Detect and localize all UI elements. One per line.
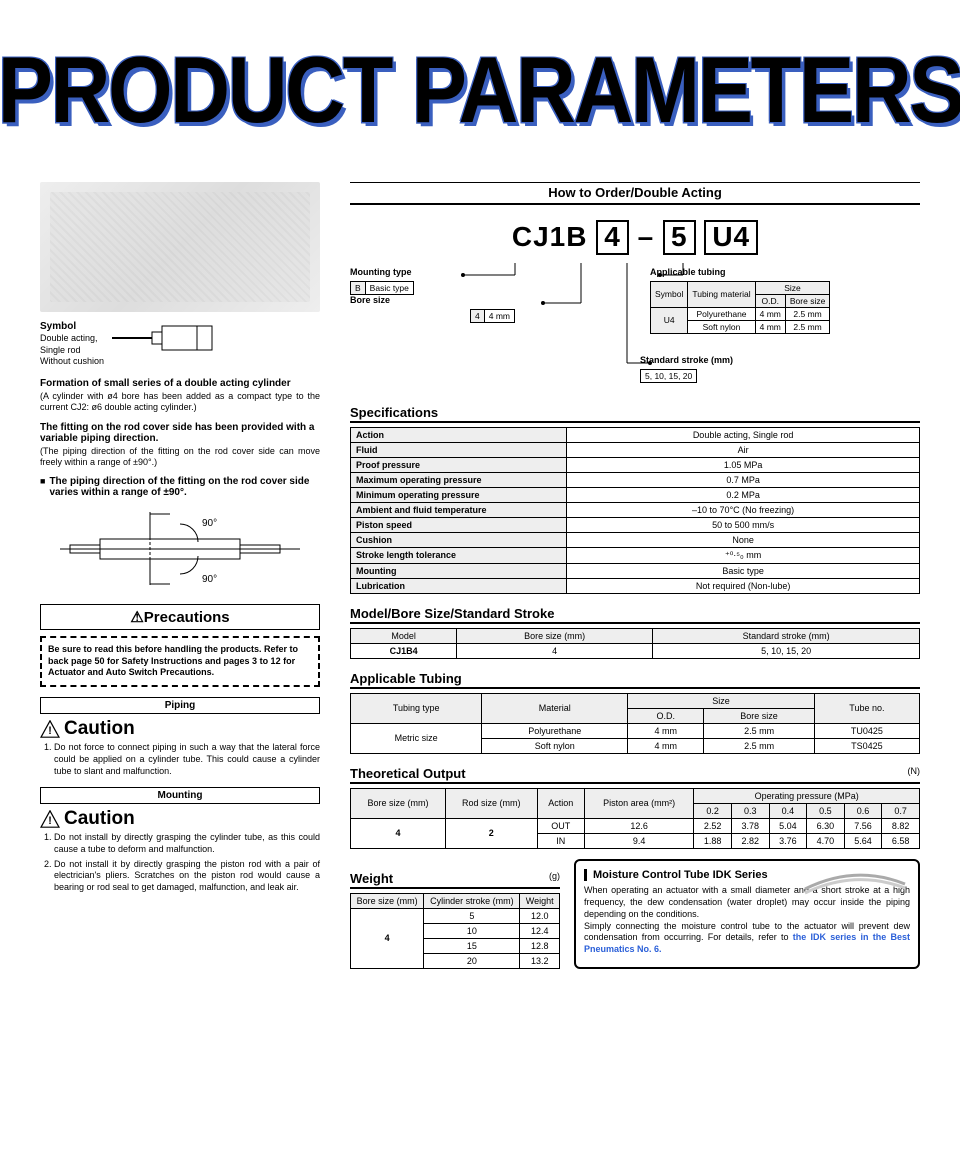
left-column: Symbol Double acting, Single rod Without… (40, 182, 320, 969)
piping-list: Do not force to connect piping in such a… (40, 742, 320, 777)
feature2-text: (The piping direction of the fitting on … (40, 446, 320, 469)
mbss-title: Model/Bore Size/Standard Stroke (350, 606, 920, 624)
specs-title: Specifications (350, 405, 920, 423)
svg-text:!: ! (48, 815, 52, 827)
symbol-desc: Double acting, Single rod Without cushio… (40, 333, 104, 366)
mbss-table: ModelBore size (mm)Standard stroke (mm) … (350, 628, 920, 659)
feature1-title: Formation of small series of a double ac… (40, 378, 291, 389)
feature2-title: The fitting on the rod cover side has be… (40, 422, 314, 444)
product-photo (40, 182, 320, 312)
moisture-box: Moisture Control Tube IDK Series When op… (574, 859, 920, 969)
pointer-zone: Mounting type BBasic type Bore size 44 m… (350, 263, 920, 393)
bullet-text: The piping direction of the fitting on t… (49, 476, 320, 498)
weight-title: Weight(g) (350, 871, 560, 889)
right-column: How to Order/Double Acting CJ1B 4 – 5 U4… (350, 182, 920, 969)
weight-table: Bore size (mm)Cylinder stroke (mm)Weight… (350, 893, 560, 969)
figure-90deg: 90° 90° (40, 504, 320, 594)
apptube-table: Tubing typeMaterialSizeTube no. O.D.Bore… (350, 693, 920, 754)
piping-caution: Caution (64, 718, 135, 740)
svg-text:90°: 90° (202, 518, 217, 529)
specs-table: ActionDouble acting, Single rodFluidAirP… (350, 427, 920, 594)
page-title: PRODUCT PARAMETERS (0, 38, 960, 145)
apptube-title: Applicable Tubing (350, 671, 920, 689)
piping-label: Piping (40, 697, 320, 714)
order-title: How to Order/Double Acting (350, 182, 920, 205)
symbol-heading: Symbol (40, 321, 76, 332)
mounting-caution: Caution (64, 808, 135, 830)
moisture-p2: Simply connecting the moisture control t… (584, 921, 910, 956)
precautions-title: ⚠Precautions (40, 604, 320, 630)
svg-text:90°: 90° (202, 574, 217, 585)
theo-table: Bore size (mm)Rod size (mm)ActionPiston … (350, 788, 920, 849)
svg-text:!: ! (48, 725, 52, 737)
theo-title: Theoretical Output(N) (350, 766, 920, 784)
precautions-note: Be sure to read this before handling the… (40, 636, 320, 687)
symbol-figure (112, 320, 222, 356)
feature1-text: (A cylinder with ø4 bore has been added … (40, 391, 320, 414)
mounting-label: Mounting (40, 787, 320, 804)
order-code: CJ1B 4 – 5 U4 (350, 220, 920, 255)
tube-figure (800, 869, 910, 899)
mounting-list: Do not install by directly grasping the … (40, 832, 320, 893)
